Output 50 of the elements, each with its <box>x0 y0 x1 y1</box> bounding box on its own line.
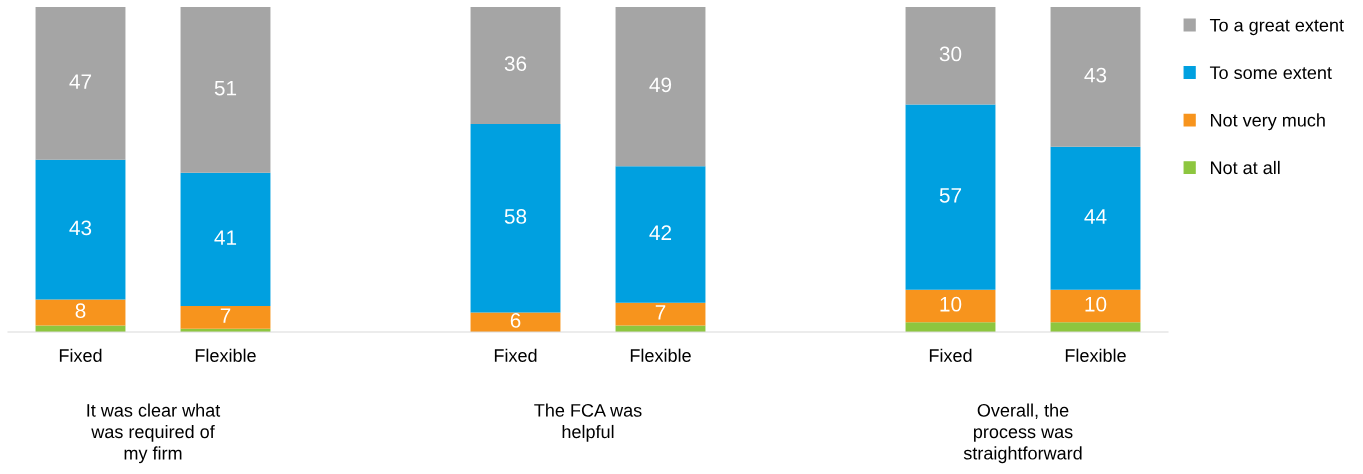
bar <box>905 289 996 323</box>
bar <box>180 306 271 329</box>
data-label: 41 <box>214 230 237 245</box>
bar <box>35 159 126 300</box>
data-label: 43 <box>1084 67 1107 83</box>
bar <box>1050 146 1141 290</box>
x-tick-label: Flexible <box>195 348 256 362</box>
data-label: 58 <box>504 209 527 224</box>
data-label: 6 <box>510 313 521 328</box>
x-tick-label: Flexible <box>630 348 691 362</box>
bar <box>180 172 271 306</box>
data-label: 49 <box>649 77 672 93</box>
bar <box>470 7 561 124</box>
x-tick-label: Fixed <box>494 348 537 362</box>
text: The FCA was helpful <box>534 403 642 442</box>
bar <box>1050 289 1141 323</box>
data-label: 42 <box>649 225 672 240</box>
bar <box>470 124 561 313</box>
data-label: 44 <box>1084 209 1107 224</box>
x-tick-label: Fixed <box>929 348 972 362</box>
legend-label: Not very much <box>1211 113 1325 131</box>
bar <box>615 166 706 303</box>
data-label: 7 <box>655 305 666 320</box>
data-label: 7 <box>220 308 231 323</box>
bar <box>615 7 706 167</box>
data-label: 10 <box>940 296 962 312</box>
x-tick-label: Fixed <box>59 348 102 362</box>
bar <box>1050 322 1141 332</box>
bar <box>615 302 706 326</box>
bar <box>905 7 996 105</box>
text: Overall, the process was straightforward <box>963 403 1082 464</box>
bar <box>905 322 996 332</box>
data-label: 10 <box>1085 296 1107 312</box>
data-label: 36 <box>504 56 527 72</box>
bar <box>35 299 126 326</box>
bar <box>35 7 126 160</box>
data-label: 30 <box>939 46 962 62</box>
text: It was clear what was required of my firm <box>87 403 221 464</box>
data-label: 47 <box>69 74 92 89</box>
data-label: 57 <box>939 188 962 203</box>
data-label: 51 <box>214 80 237 96</box>
data-label: 43 <box>69 220 92 236</box>
x-tick-label: Flexible <box>1065 348 1126 362</box>
legend-label: To a great extent <box>1209 18 1344 36</box>
bar <box>180 7 271 173</box>
legend-label: To some extent <box>1209 66 1332 80</box>
bar <box>1050 7 1141 147</box>
legend-label: Not at all <box>1211 160 1280 175</box>
data-label: 8 <box>75 303 86 319</box>
bar <box>905 104 996 290</box>
